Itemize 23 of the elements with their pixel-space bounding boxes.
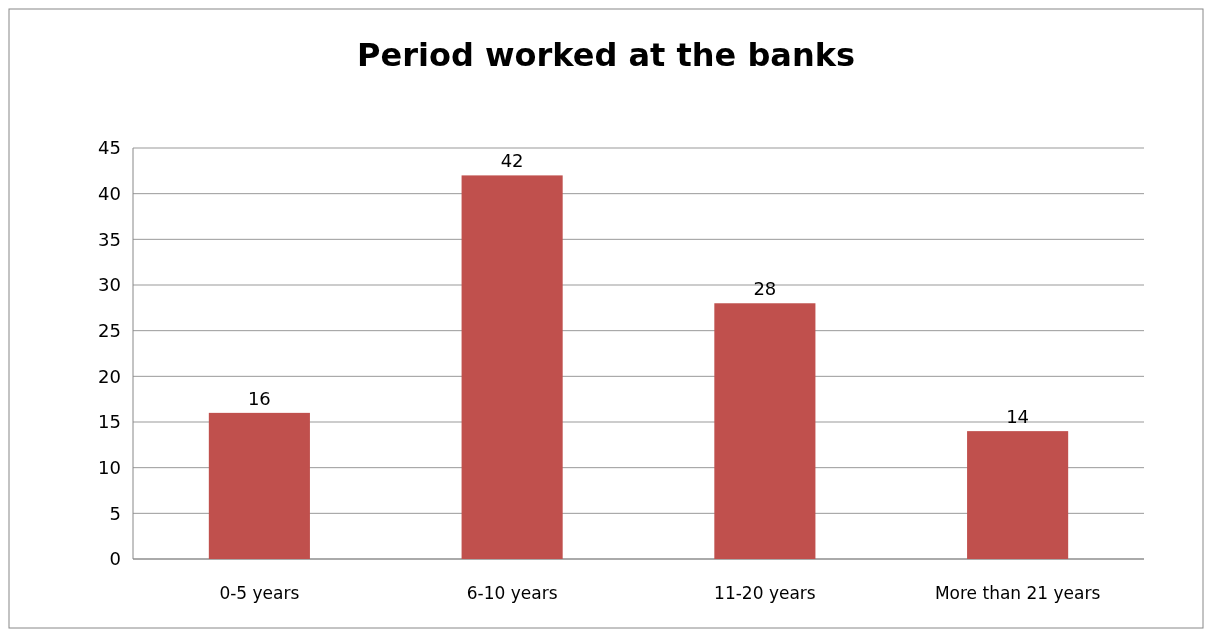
y-tick-label: 35 [98, 228, 121, 250]
y-tick-label: 40 [98, 182, 121, 204]
y-tick-label: 5 [109, 502, 121, 524]
y-tick-label: 15 [98, 411, 121, 433]
chart-title: Period worked at the banks [357, 36, 855, 74]
y-tick-label: 0 [109, 548, 121, 570]
data-label: 28 [753, 278, 777, 300]
y-tick-label: 20 [98, 365, 121, 387]
bar [461, 175, 563, 559]
y-tick-label: 25 [98, 319, 121, 341]
data-label: 42 [500, 150, 524, 172]
y-tick-label: 10 [98, 456, 121, 478]
data-label: 14 [1006, 406, 1030, 428]
data-label: 16 [247, 387, 271, 409]
x-tick-label: 0-5 years [219, 583, 300, 603]
y-tick-label: 30 [98, 274, 121, 296]
x-tick-label: More than 21 years [934, 583, 1101, 603]
bar [714, 303, 816, 559]
bar [208, 412, 310, 559]
y-tick-label: 45 [98, 137, 121, 159]
bar [967, 431, 1069, 559]
x-tick-label: 11-20 years [714, 583, 816, 603]
x-tick-label: 6-10 years [466, 583, 558, 603]
